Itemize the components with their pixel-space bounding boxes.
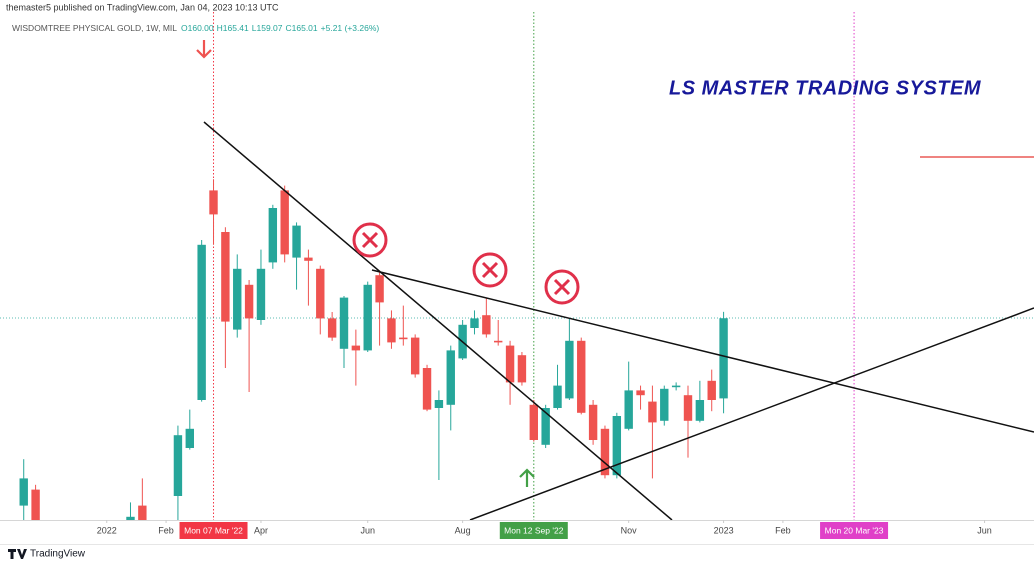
candle-body: [327, 318, 337, 338]
down-arrow: [196, 40, 212, 59]
candle-body: [233, 268, 242, 330]
candle-body: [553, 385, 562, 408]
candle-body: [280, 190, 289, 255]
candle-body: [577, 340, 586, 413]
marker-label: Mon 12 Sep '22: [504, 525, 564, 535]
trendline: [371, 269, 1034, 433]
ohlc-low: L159.07: [252, 23, 283, 33]
x-tick-label: Jun: [977, 525, 992, 535]
x-tick-label: Nov: [621, 525, 638, 535]
x-icon: [544, 269, 580, 305]
candle-body: [399, 337, 408, 340]
x-axis: 2022 Feb Apr Jun Aug Nov 2023 Feb Jun Mon 07 Mar …: [97, 520, 992, 539]
marker-label-box: [820, 522, 889, 539]
marker-label: Mon 20 Mar '23: [825, 525, 884, 535]
trendlines: [203, 121, 1034, 520]
candle-body: [316, 268, 325, 319]
candle-body: [244, 284, 254, 319]
candle-body: [517, 355, 527, 383]
candle-body: [541, 408, 550, 445]
candle-body: [624, 390, 633, 429]
candle-body: [304, 257, 313, 261]
annotation: LS MASTER TRADING SYSTEM: [669, 77, 982, 99]
candle-body: [363, 284, 372, 351]
candle-body: [19, 478, 28, 506]
candle-body: [375, 275, 384, 303]
candle-body: [197, 244, 206, 400]
candle-body: [494, 340, 503, 343]
x-tick-label: Jun: [360, 525, 375, 535]
candle-body: [351, 345, 361, 351]
candle-body: [339, 297, 349, 349]
candle-body: [600, 428, 610, 476]
candle-body: [482, 315, 491, 335]
x-tick-label: Apr: [254, 525, 268, 535]
candle-body: [31, 489, 40, 520]
brand-logo: [8, 549, 27, 559]
ohlc-change: +5.21 (+3.26%): [321, 23, 380, 33]
candle-body: [422, 368, 432, 410]
candle-body: [268, 208, 278, 263]
x-icon: [352, 222, 388, 258]
candle-body: [588, 404, 598, 440]
candle-body: [529, 404, 538, 440]
x-tick-label: 2022: [97, 525, 117, 535]
candle-body: [256, 268, 266, 320]
candle-body: [185, 428, 194, 448]
marker-label-box: [179, 522, 248, 539]
candle-body: [173, 435, 183, 496]
brand: TradingView: [30, 549, 86, 560]
marker-label: Mon 07 Mar '22: [184, 525, 243, 535]
x-tick-label: Feb: [775, 525, 791, 535]
publisher: themaster5 published on TradingView.com,…: [6, 2, 279, 12]
candle-body: [209, 190, 218, 215]
candle-body: [719, 318, 728, 399]
candle-body: [126, 516, 135, 520]
x-icon: [472, 252, 508, 288]
candle-body: [671, 385, 681, 388]
ohlc-high: H165.41: [217, 23, 249, 33]
x-tick-label: Feb: [158, 525, 174, 535]
candle-body: [292, 225, 301, 258]
marker-label-box: [499, 522, 568, 539]
x-icons: [352, 222, 580, 305]
candle-body: [387, 318, 396, 343]
candle-body: [138, 505, 147, 520]
candle-body: [434, 400, 444, 408]
up-arrow: [519, 468, 535, 487]
candle-body: [648, 401, 657, 423]
candle-body: [660, 388, 669, 421]
ohlc-close: C165.01: [286, 23, 318, 33]
candle-body: [612, 416, 622, 476]
ohlc-open: O160.00: [181, 23, 214, 33]
candle-body: [707, 380, 716, 400]
trendline: [469, 307, 1034, 520]
candle-body: [565, 340, 574, 399]
marker-lines: [213, 12, 855, 520]
symbol: WISDOMTREE PHYSICAL GOLD, 1W, MIL O160.00…: [12, 23, 379, 33]
x-tick-label: 2023: [714, 525, 734, 535]
candle-body: [683, 395, 693, 421]
x-tick-label: Aug: [455, 525, 471, 535]
candle-body: [505, 345, 515, 383]
candle-body: [470, 318, 479, 328]
candle-body: [695, 400, 705, 421]
symbol-name: WISDOMTREE PHYSICAL GOLD, 1W, MIL: [12, 23, 177, 33]
candle-body: [221, 232, 230, 322]
trendline: [203, 121, 673, 520]
candle-body: [410, 337, 420, 375]
candles: [19, 179, 728, 520]
candle-body: [636, 390, 645, 396]
candle-body: [446, 350, 455, 405]
